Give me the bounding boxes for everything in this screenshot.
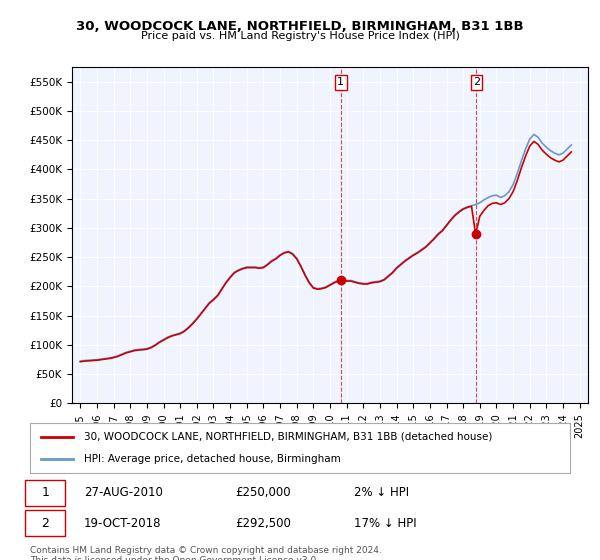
Text: 30, WOODCOCK LANE, NORTHFIELD, BIRMINGHAM, B31 1BB: 30, WOODCOCK LANE, NORTHFIELD, BIRMINGHA… [76,20,524,32]
Text: HPI: Average price, detached house, Birmingham: HPI: Average price, detached house, Birm… [84,454,341,464]
Text: Contains HM Land Registry data © Crown copyright and database right 2024.
This d: Contains HM Land Registry data © Crown c… [30,546,382,560]
Text: £250,000: £250,000 [235,486,291,500]
Text: 1: 1 [337,77,344,87]
Text: 19-OCT-2018: 19-OCT-2018 [84,516,161,530]
Text: £292,500: £292,500 [235,516,291,530]
Text: 2: 2 [473,77,480,87]
FancyBboxPatch shape [25,510,65,536]
Text: Price paid vs. HM Land Registry's House Price Index (HPI): Price paid vs. HM Land Registry's House … [140,31,460,41]
FancyBboxPatch shape [30,423,570,473]
FancyBboxPatch shape [25,480,65,506]
Text: 1: 1 [41,486,49,500]
Text: 2: 2 [41,516,49,530]
Text: 17% ↓ HPI: 17% ↓ HPI [354,516,416,530]
Text: 30, WOODCOCK LANE, NORTHFIELD, BIRMINGHAM, B31 1BB (detached house): 30, WOODCOCK LANE, NORTHFIELD, BIRMINGHA… [84,432,493,442]
Text: 27-AUG-2010: 27-AUG-2010 [84,486,163,500]
Text: 2% ↓ HPI: 2% ↓ HPI [354,486,409,500]
